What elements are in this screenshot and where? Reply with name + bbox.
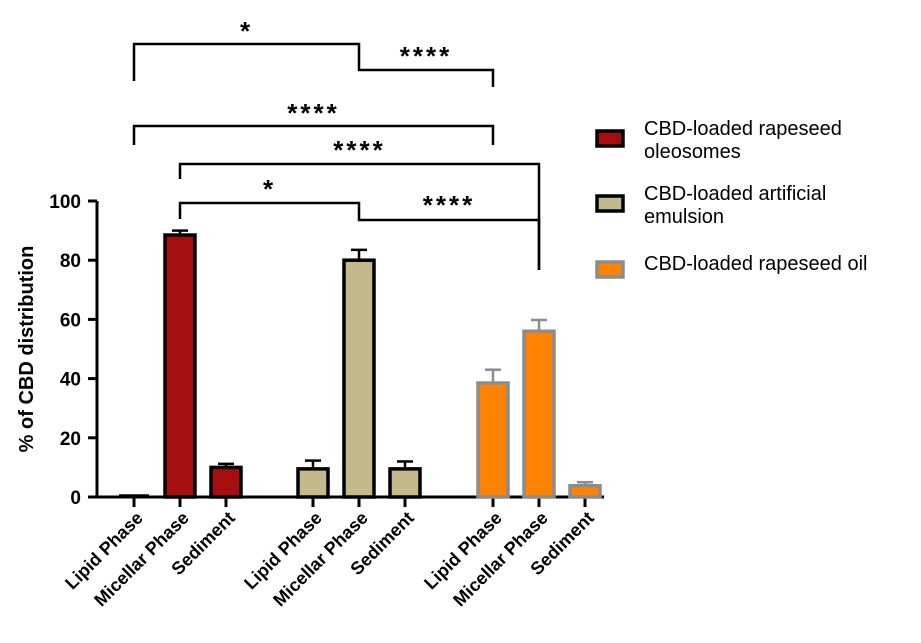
legend-label: CBD-loaded rapeseed oil (644, 253, 867, 275)
significance-bracket (178, 201, 361, 219)
y-axis-label: % of CBD distribution (16, 246, 38, 453)
y-tick-label: 0 (70, 488, 81, 509)
legend-label: CBD-loaded rapeseed (644, 118, 842, 140)
legend-swatch (595, 194, 625, 213)
bar (476, 381, 510, 499)
bar (568, 484, 602, 499)
legend-swatch (595, 260, 625, 279)
significance-label: **** (333, 135, 385, 165)
bar (522, 329, 556, 499)
significance-bracket (357, 59, 495, 87)
legend-label: oleosomes (644, 141, 741, 163)
significance-label: * (263, 174, 276, 204)
significance-bracket (132, 42, 361, 81)
bar (296, 467, 330, 499)
significance-label: * (240, 16, 253, 46)
bars (119, 229, 602, 499)
significance-brackets: ****************** (132, 16, 541, 270)
bar (388, 467, 422, 499)
significance-label: **** (423, 190, 475, 220)
significance-bracket (178, 162, 541, 270)
y-tick-label: 40 (60, 370, 81, 391)
legend-swatch (595, 129, 625, 148)
y-tick-label: 60 (60, 310, 81, 331)
y-tick-label: 100 (49, 192, 81, 213)
y-tick-label: 80 (60, 251, 81, 272)
significance-bracket (132, 124, 495, 145)
significance-label: **** (400, 41, 452, 71)
bar (163, 233, 197, 499)
bar (342, 258, 376, 499)
significance-bracket (357, 218, 541, 270)
bar (209, 465, 243, 499)
legend-label: CBD-loaded artificial (644, 183, 826, 205)
significance-label: **** (287, 98, 339, 128)
legend-label: emulsion (644, 206, 724, 228)
y-tick-label: 20 (60, 429, 81, 450)
